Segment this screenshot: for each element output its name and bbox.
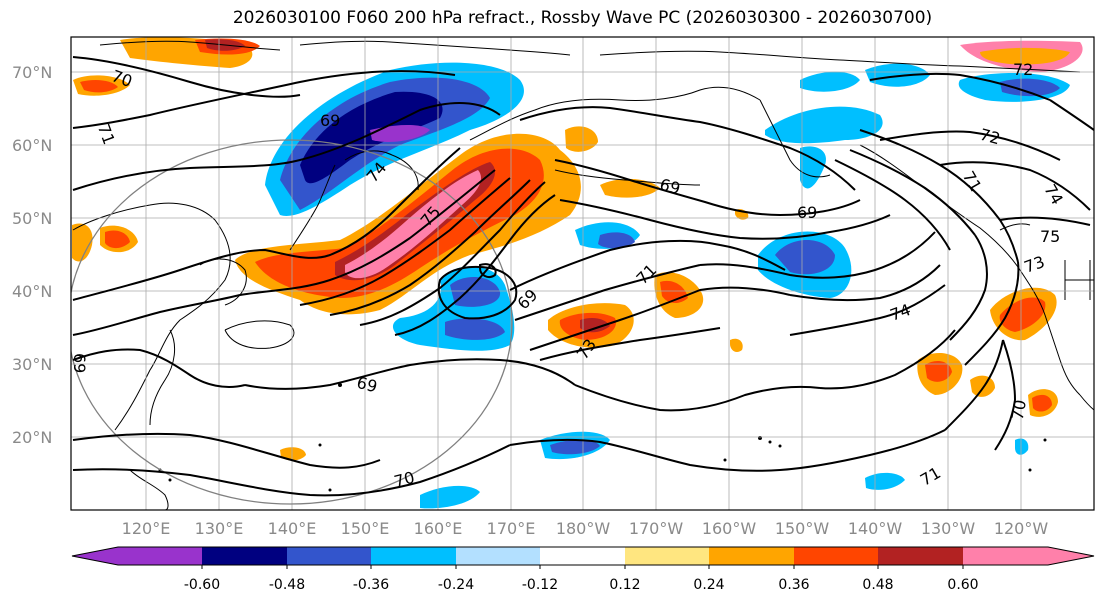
colorbar-segment (709, 547, 794, 565)
positive-anomaly-region (1032, 394, 1052, 412)
positive-anomaly-region (730, 338, 743, 353)
contour-label: 70 (1008, 398, 1030, 421)
shading-layer (265, 62, 1070, 509)
lon-label: 130°W (921, 519, 976, 538)
negative-anomaly-region (800, 71, 860, 92)
lat-label: 30°N (12, 355, 52, 374)
colorbar-segment (540, 547, 625, 565)
colorbar-outline (71, 546, 1095, 566)
lon-label: 120°W (994, 519, 1049, 538)
map-background (71, 37, 1094, 510)
colorbar-tick-label: -0.12 (522, 577, 558, 593)
colorbar-tick-label: 0.36 (778, 577, 809, 593)
negative-anomaly-region (300, 91, 443, 184)
colorbar-ticks: -0.60 -0.48 -0.36 -0.24 -0.12 0.12 0.24 … (184, 577, 979, 593)
negative-anomaly-region (1000, 78, 1060, 97)
lat-label: 40°N (12, 282, 52, 301)
lon-label: 180°W (556, 519, 611, 538)
colorbar-tick-label: 0.60 (947, 577, 978, 593)
colorbar-segment (963, 547, 1094, 565)
negative-anomaly-region (550, 439, 600, 455)
map-frame (70, 36, 1095, 511)
negative-anomaly-region (445, 318, 505, 340)
lon-label: 150°E (341, 519, 390, 538)
lat-label: 70°N (12, 63, 52, 82)
lon-label: 130°E (195, 519, 244, 538)
positive-anomaly-region (565, 126, 598, 152)
shading-layer-positive (72, 37, 1083, 461)
negative-anomaly-region (1015, 438, 1029, 455)
colorbar-tick-label: -0.24 (438, 577, 474, 593)
region-circle (71, 139, 513, 505)
colorbar-segment (202, 547, 287, 565)
contour-label: 69 (70, 353, 89, 373)
colorbar-tick-label: -0.48 (269, 577, 305, 593)
colorbar-tick-label: 0.12 (609, 577, 640, 593)
colorbar-segment (456, 547, 540, 565)
contour-label: 69 (355, 373, 380, 397)
positive-anomaly-region (345, 170, 482, 279)
lon-label: 170°E (487, 519, 536, 538)
lon-label: 160°E (414, 519, 463, 538)
lon-label: 140°W (848, 519, 903, 538)
colorbar-tick-label: -0.36 (353, 577, 389, 593)
lon-label: 170°W (629, 519, 684, 538)
colorbar-segment (625, 547, 709, 565)
positive-anomaly-region (280, 447, 306, 461)
negative-anomaly-region (598, 232, 635, 249)
lat-label: 50°N (12, 209, 52, 228)
negative-anomaly-region (800, 146, 826, 189)
negative-anomaly-region (450, 276, 501, 307)
map-title: 2026030100 F060 200 hPa refract., Rossby… (232, 8, 933, 28)
positive-anomaly-region (600, 178, 660, 198)
contour-lines (72, 56, 1094, 497)
positive-anomaly-region (72, 223, 93, 262)
latitude-labels: 70°N 60°N 50°N 40°N 30°N 20°N (12, 63, 52, 447)
negative-anomaly-region (765, 106, 883, 144)
positive-anomaly-region (980, 47, 1070, 65)
colorbar-tick-label: 0.24 (693, 577, 724, 593)
contour-label: 70 (392, 468, 417, 492)
lon-label: 140°E (268, 519, 317, 538)
contour-label: 72 (1013, 60, 1033, 79)
colorbar-tick-label: 0.48 (862, 577, 893, 593)
negative-anomaly-region (420, 485, 480, 509)
positive-anomaly-region (580, 318, 610, 333)
lon-label: 150°W (775, 519, 830, 538)
negative-anomaly-region (370, 125, 430, 142)
lon-label: 160°W (702, 519, 757, 538)
negative-anomaly-region (775, 240, 835, 275)
contour-label: 69 (320, 111, 340, 130)
colorbar-segment (287, 547, 371, 565)
lon-label: 120°E (122, 519, 171, 538)
positive-anomaly-region (105, 230, 130, 249)
contour-label: 75 (1040, 227, 1060, 246)
lat-label: 20°N (12, 428, 52, 447)
colorbar-segment (371, 547, 456, 565)
longitude-labels: 120°E 130°E 140°E 150°E 160°E 170°E 180°… (122, 519, 1049, 538)
positive-anomaly-region (925, 360, 952, 382)
colorbar-segment (72, 547, 202, 565)
colorbar (71, 546, 1095, 569)
graticule (71, 37, 1094, 510)
contour-label: 69 (658, 175, 683, 199)
contour-label: 69 (797, 203, 817, 222)
contour-label: 72 (978, 125, 1003, 149)
colorbar-tick-label: -0.60 (184, 577, 220, 593)
positive-anomaly-region (80, 79, 118, 93)
lat-label: 60°N (12, 136, 52, 155)
colorbar-segment (878, 547, 963, 565)
colorbar-segment (794, 547, 878, 565)
